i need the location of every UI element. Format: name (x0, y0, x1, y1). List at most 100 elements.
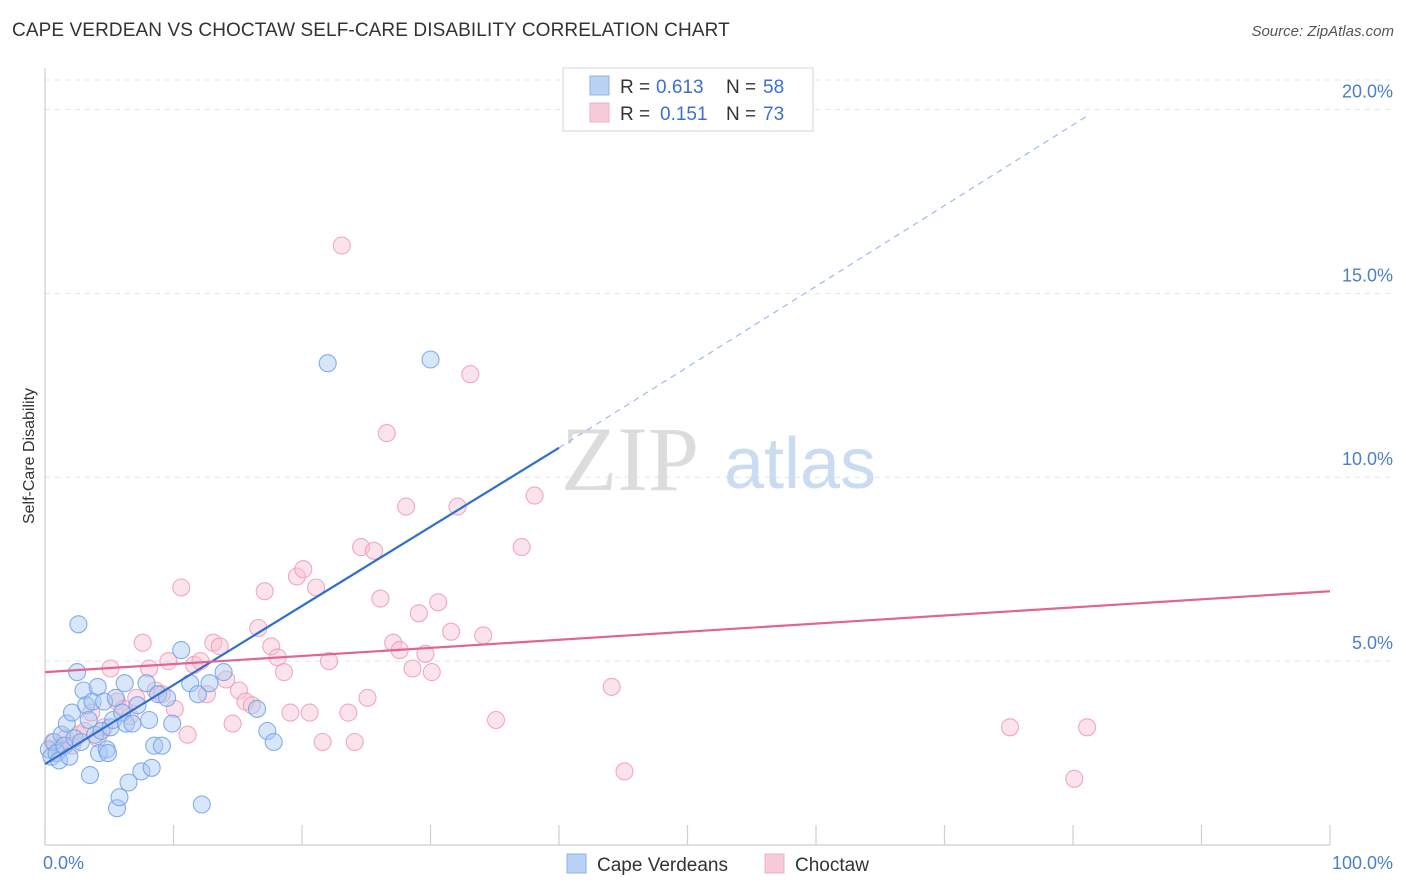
choctaw-point-39 (294, 560, 313, 579)
cape-verdeans-point-23 (95, 692, 114, 711)
choctaw-point-28 (223, 714, 242, 733)
cape-verdeans-point-56 (421, 350, 440, 369)
legend-r-label-1: R = (620, 77, 650, 98)
axes (44, 68, 1331, 846)
legend-n-label-2: N = (726, 104, 756, 125)
legend-n-label-1: N = (726, 77, 756, 98)
choctaw-point-56 (409, 604, 428, 623)
cape-verdeans-point-48 (188, 685, 207, 704)
series-legend-label-blue: Cape Verdeans (597, 855, 728, 876)
choctaw-point-61 (448, 497, 467, 516)
cape-verdeans-point-50 (200, 674, 219, 693)
cape-verdeans-point-12 (69, 615, 88, 634)
choctaw-point-21 (178, 725, 197, 744)
y-axis-label: Self-Care Disability (21, 388, 38, 524)
choctaw-point-67 (602, 677, 621, 696)
choctaw-point-63 (474, 626, 493, 645)
trend-line-cape-verdeans-extension (558, 116, 1087, 449)
choctaw-point-59 (429, 593, 448, 612)
choctaw-point-58 (422, 663, 441, 682)
cape-verdeans-point-25 (98, 744, 118, 763)
legend-r-value-2: 0.151 (660, 104, 708, 125)
choctaw-point-49 (364, 541, 384, 560)
chart-title: CAPE VERDEAN VS CHOCTAW SELF-CARE DISABI… (12, 20, 730, 41)
cape-verdeans-point-8 (60, 747, 79, 766)
cape-verdeans-point-32 (115, 674, 134, 693)
stats-legend: R = 0.613 N = 58 R = 0.151 N = 73 (562, 67, 814, 132)
series-legend-label-pink: Choctaw (795, 855, 869, 876)
cape-verdeans-point-39 (140, 710, 159, 730)
cape-verdeans-point-38 (137, 674, 156, 693)
cape-verdeans-point-46 (172, 641, 191, 660)
choctaw-point-64 (486, 710, 506, 730)
choctaw-point-42 (313, 732, 332, 752)
cape-verdeans-point-2 (44, 732, 64, 752)
choctaw-point-40 (300, 703, 319, 722)
legend-r-value-1: 0.613 (656, 77, 704, 98)
watermark: ZIP atlas (561, 408, 876, 510)
choctaw-point-62 (461, 365, 480, 384)
choctaw-point-26 (210, 637, 229, 656)
choctaw-point-37 (281, 703, 300, 722)
gridlines (45, 79, 1395, 662)
choctaw-point-70 (1065, 769, 1084, 788)
y-tick-label-2: 15.0% (1342, 265, 1393, 285)
y-tick-labels: 5.0% 10.0% 15.0% 20.0% (1342, 81, 1393, 653)
cape-verdeans-point-30 (110, 788, 129, 807)
choctaw-point-33 (255, 582, 274, 601)
legend-r-label-2: R = (620, 104, 650, 125)
legend-n-value-1: 58 (763, 77, 784, 98)
choctaw-point-14 (133, 633, 152, 652)
choctaw-point-68 (615, 762, 634, 781)
x-tick-labels: 0.0% 100.0% (43, 853, 1393, 873)
trend-lines (44, 116, 1331, 766)
trend-line-cape-verdeans (44, 446, 560, 766)
y-tick-label-1: 10.0% (1342, 449, 1393, 469)
cape-verdeans-point-49 (192, 795, 211, 814)
x-tick-label-1: 100.0% (1332, 853, 1393, 873)
choctaw-point-20 (172, 578, 191, 597)
watermark-zip: ZIP (561, 408, 699, 510)
cape-verdeans-point-35 (123, 714, 142, 733)
choctaw-point-55 (403, 659, 422, 678)
cape-verdeans-point-54 (264, 732, 283, 752)
y-tick-label-0: 5.0% (1352, 633, 1393, 653)
choctaw-point-45 (339, 703, 358, 722)
choctaw-point-65 (512, 538, 531, 557)
cape-verdeans-point-52 (247, 699, 267, 718)
choctaw-point-38 (287, 567, 306, 586)
cape-verdeans-point-41 (145, 736, 164, 755)
series-cape-verdeans-points (39, 350, 440, 818)
choctaw-point-48 (358, 688, 377, 707)
cape-verdeans-point-9 (62, 703, 82, 722)
cape-verdeans-point-37 (132, 762, 151, 781)
choctaw-point-36 (274, 663, 294, 682)
cape-verdeans-point-40 (142, 758, 161, 777)
series-legend-swatch-pink (764, 853, 785, 874)
cape-verdeans-point-11 (68, 663, 87, 682)
trend-line-choctaw (44, 590, 1331, 674)
choctaw-point-15 (140, 659, 159, 678)
legend-n-value-2: 73 (763, 104, 784, 125)
cape-verdeans-point-43 (152, 736, 171, 755)
choctaw-point-43 (319, 652, 339, 671)
choctaw-point-69 (1000, 718, 1020, 737)
cape-verdeans-point-7 (57, 714, 76, 733)
choctaw-point-66 (525, 486, 544, 505)
cape-verdeans-point-17 (80, 766, 100, 785)
cape-verdeans-point-26 (101, 718, 120, 737)
cape-verdeans-point-53 (258, 721, 277, 741)
series-choctaw-points (43, 236, 1097, 788)
choctaw-point-71 (1078, 718, 1097, 737)
choctaw-point-46 (345, 732, 364, 752)
y-tick-label-3: 20.0% (1342, 81, 1393, 101)
legend-swatch-pink (589, 102, 610, 123)
choctaw-point-54 (397, 497, 416, 516)
choctaw-point-60 (442, 622, 461, 641)
choctaw-point-51 (377, 424, 396, 443)
cape-verdeans-point-34 (119, 773, 138, 792)
x-tick-label-0: 0.0% (43, 853, 84, 873)
cape-verdeans-point-29 (107, 799, 127, 818)
watermark-atlas: atlas (724, 424, 876, 504)
